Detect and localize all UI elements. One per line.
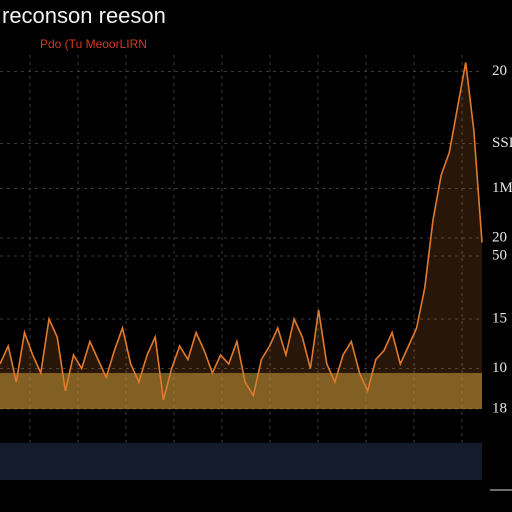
chart-subtitle: Pdo (Tu MeoorLIRN [40, 37, 147, 51]
y-tick-label: 10 [492, 360, 507, 376]
area [0, 62, 482, 409]
y-tick-label: 15 [492, 310, 507, 326]
y-tick-label: 1M [492, 180, 512, 196]
lower-panel [0, 443, 482, 480]
chart-title: reconson reeson [2, 3, 166, 28]
y-tick-label: 50 [492, 247, 507, 263]
band [0, 373, 482, 409]
y-tick-label: SSI [492, 135, 512, 151]
line [0, 62, 483, 401]
y-tick-label: 18 [492, 400, 507, 416]
y-tick-label: 20 [492, 63, 507, 79]
y-tick-label: 20 [492, 229, 507, 245]
